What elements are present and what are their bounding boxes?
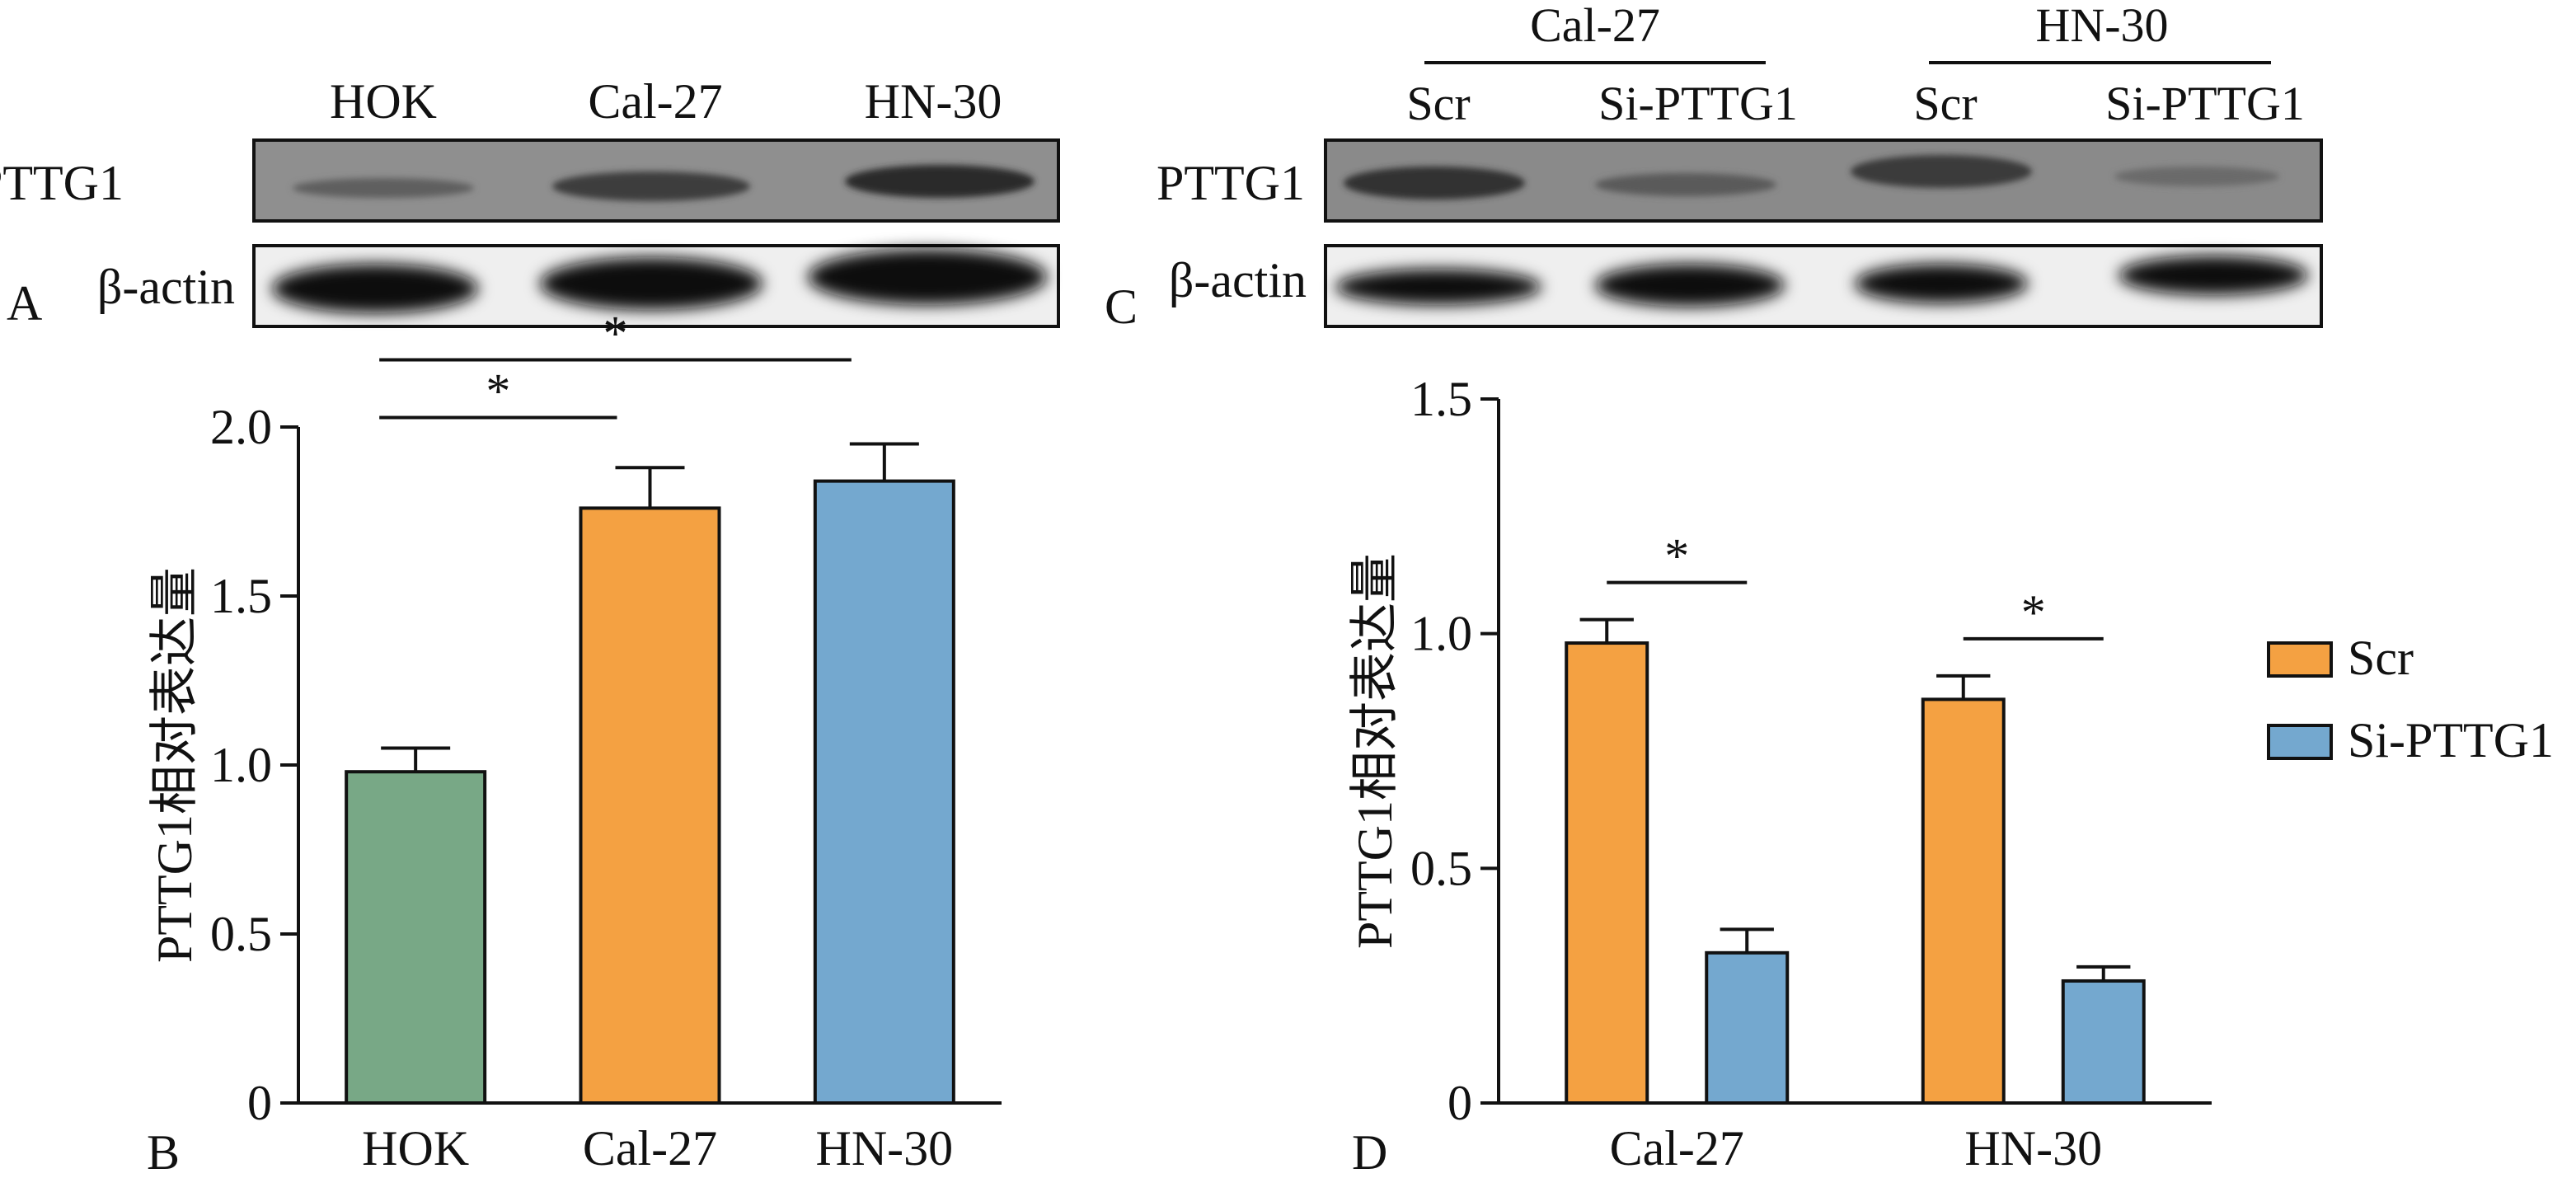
- panel-a-lane-label-hn30: HN-30: [865, 74, 1002, 129]
- bar: [1565, 641, 1649, 1105]
- panel-a-lane-label-cal27: Cal-27: [588, 74, 722, 129]
- bar: [813, 479, 955, 1105]
- y-axis-label: PTTG1相对表达量: [148, 567, 202, 963]
- panel-c-lane-label-4: Si-PTTG1: [2105, 77, 2305, 130]
- panel-c-lane-label-2: Si-PTTG1: [1598, 77, 1798, 130]
- panel-c-lane-label-3: Scr: [1913, 77, 1977, 130]
- legend-swatch: [2267, 724, 2333, 760]
- panel-a-row-label-pttg1: PTTG1: [0, 156, 124, 210]
- panel-a-letter: A: [7, 276, 42, 331]
- panel-d-letter: D: [1352, 1125, 1387, 1178]
- panel-a-blot: HOK Cal-27 HN-30 PTTG1 β-actin A: [0, 74, 1060, 331]
- panel-c-pttg1-band-4: [2114, 167, 2279, 186]
- bar: [2061, 979, 2146, 1105]
- panel-c-pttg1-band-3: [1851, 155, 2032, 188]
- y-tick-label: 1.5: [1410, 372, 1472, 426]
- chart-b: B 0 0.5 1.0 1.5 2.0 PTTG1相对表达量 HOK Cal-27 HN-30 *…: [147, 307, 1002, 1178]
- x-tick-label: Cal-27: [1610, 1121, 1744, 1176]
- panel-b-letter: B: [147, 1125, 180, 1178]
- chart-d: D 0 0.5 1.0 1.5 PTTG1相对表达量 * Cal-27 * HN-30 Scr Si…: [1348, 372, 2554, 1178]
- panel-c-actin-band-4: [2119, 256, 2308, 295]
- significance-star: *: [486, 364, 510, 419]
- panel-c-group-label-cal27: Cal-27: [1530, 0, 1660, 52]
- panel-c-lane-label-1: Scr: [1406, 77, 1470, 130]
- x-tick-label: HN-30: [1964, 1121, 2102, 1176]
- legend-label: Si-PTTG1: [2348, 713, 2554, 767]
- panel-c-pttg1-band-1: [1344, 167, 1525, 199]
- y-tick-label: 0: [1448, 1076, 1472, 1130]
- panel-a-lane-label-hok: HOK: [330, 74, 437, 129]
- panel-a-actin-band-hok: [272, 264, 478, 313]
- panel-a-actin-band-hn30: [808, 249, 1047, 305]
- significance-star: *: [2021, 585, 2046, 640]
- panel-a-row-label-actin: β-actin: [97, 260, 235, 314]
- y-tick-label: 1.0: [210, 738, 272, 792]
- panel-c-actin-band-1: [1335, 269, 1541, 305]
- panel-c-actin-band-3: [1855, 264, 2028, 303]
- bar: [345, 770, 487, 1105]
- panel-a-pttg1-band-hok: [293, 178, 474, 198]
- panel-c-row-label-actin: β-actin: [1169, 253, 1307, 307]
- panel-c-row-label-pttg1: PTTG1: [1157, 156, 1305, 210]
- panel-c-blot: Cal-27 HN-30 Scr Si-PTTG1 Scr Si-PTTG1 P…: [1105, 0, 2323, 334]
- bar: [1921, 697, 2006, 1105]
- y-tick-label: 1.0: [1410, 607, 1472, 661]
- panel-a-actin-band-cal27: [540, 257, 762, 310]
- panel-c-actin-band-2: [1595, 264, 1785, 307]
- bar: [579, 506, 721, 1105]
- x-tick-label: HN-30: [816, 1121, 954, 1176]
- y-tick-label: 0: [247, 1076, 272, 1130]
- y-tick-label: 1.5: [210, 569, 272, 623]
- significance-star: *: [1664, 529, 1689, 584]
- panel-c-group-label-hn30: HN-30: [2035, 0, 2168, 52]
- y-tick-label: 0.5: [210, 907, 272, 961]
- significance-star: *: [603, 307, 628, 361]
- legend-label: Scr: [2348, 631, 2414, 685]
- y-tick-label: 0.5: [1410, 841, 1472, 895]
- bar: [1705, 950, 1790, 1105]
- x-tick-label: HOK: [362, 1121, 469, 1176]
- y-tick-label: 2.0: [210, 400, 272, 454]
- x-tick-label: Cal-27: [583, 1121, 717, 1176]
- legend-swatch: [2267, 641, 2333, 678]
- y-axis-label: PTTG1相对表达量: [1348, 553, 1402, 949]
- panel-a-pttg1-band-hn30: [845, 165, 1035, 198]
- panel-c-letter: C: [1105, 279, 1138, 334]
- panel-a-pttg1-band-cal27: [552, 171, 750, 201]
- panel-c-pttg1-band-2: [1595, 173, 1776, 196]
